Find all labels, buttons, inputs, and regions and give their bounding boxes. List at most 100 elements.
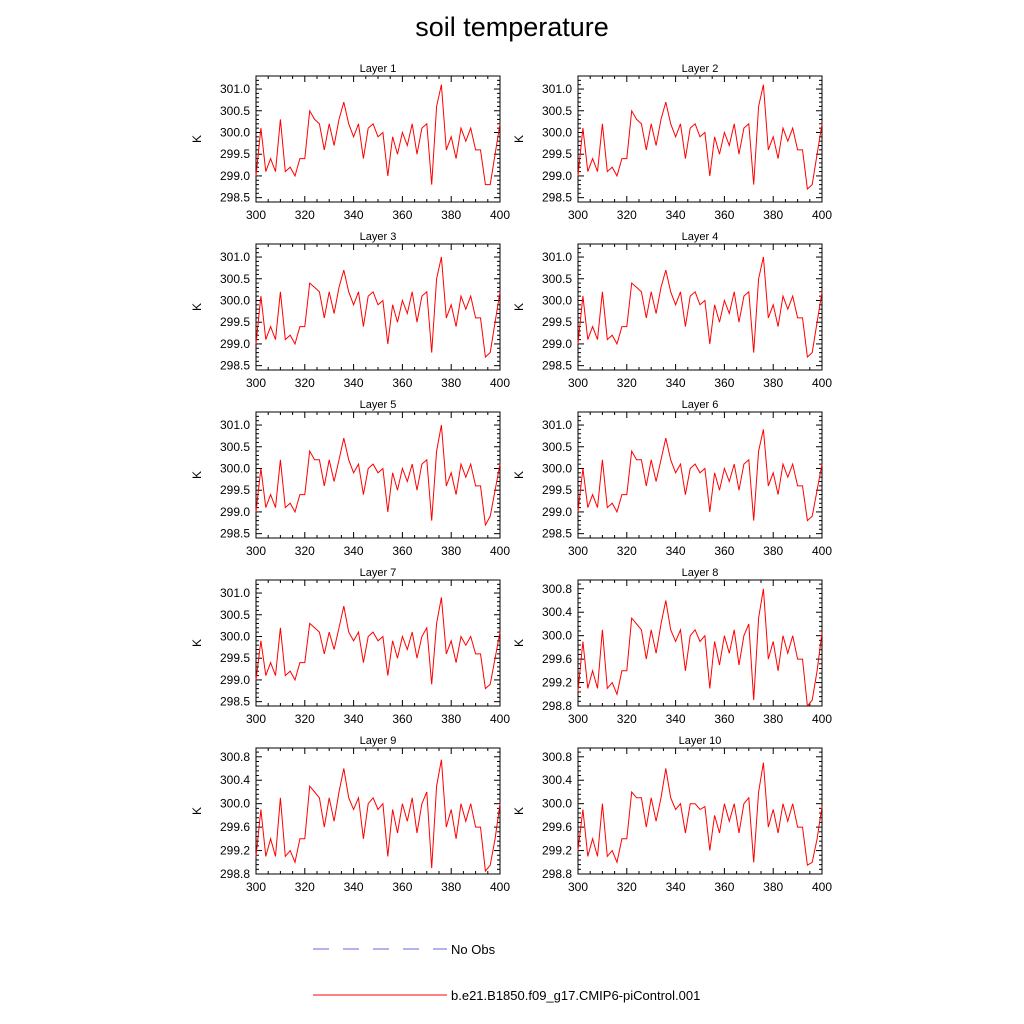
x-tick-label: 360 (392, 712, 412, 726)
y-tick-label: 298.8 (542, 699, 572, 713)
x-tick-label: 400 (490, 376, 510, 390)
x-tick-label: 380 (763, 712, 783, 726)
y-tick-label: 299.5 (220, 315, 250, 329)
x-tick-label: 320 (617, 880, 637, 894)
y-tick-label: 300.4 (220, 773, 250, 787)
plot-frame (255, 579, 501, 707)
panel-title: Layer 10 (679, 735, 722, 747)
y-tick-label: 300.8 (542, 582, 572, 596)
x-tick-label: 300 (568, 376, 588, 390)
x-tick-label: 400 (812, 208, 832, 222)
series-line (255, 759, 501, 873)
y-tick-label: 299.6 (542, 652, 572, 666)
panel-layer-5: Layer 5 K 300 320 340 360 380 400 298.5 299.0 299.… (190, 399, 510, 558)
x-tick-label: 320 (617, 544, 637, 558)
y-axis-label: K (190, 471, 204, 479)
y-tick-label: 300.5 (220, 440, 250, 454)
x-tick-label: 340 (666, 208, 686, 222)
panel-title: Layer 7 (360, 567, 397, 579)
panel-layer-3: Layer 3 K 300 320 340 360 380 400 298.5 299.0 299.… (190, 231, 510, 390)
y-tick-label: 298.5 (220, 527, 250, 541)
panel-title: Layer 1 (360, 63, 397, 75)
y-tick-label: 298.8 (542, 867, 572, 881)
panel-title: Layer 9 (360, 735, 397, 747)
x-tick-label: 400 (490, 544, 510, 558)
y-tick-label: 300.8 (542, 750, 572, 764)
series-line (255, 84, 501, 186)
x-tick-label: 300 (246, 208, 266, 222)
x-tick-label: 360 (714, 712, 734, 726)
series-line (255, 256, 501, 359)
y-tick-label: 298.8 (220, 867, 250, 881)
x-tick-label: 360 (714, 544, 734, 558)
x-tick-label: 300 (246, 544, 266, 558)
y-tick-label: 299.5 (542, 483, 572, 497)
series-line (255, 424, 501, 527)
y-tick-label: 299.5 (542, 315, 572, 329)
panel-layer-8: Layer 8 K 300 320 340 360 380 400 298.8 299.2 299.… (512, 567, 832, 726)
x-tick-label: 360 (392, 544, 412, 558)
plot-frame (255, 75, 501, 203)
y-tick-label: 301.0 (542, 82, 572, 96)
y-tick-label: 300.0 (542, 797, 572, 811)
y-tick-label: 300.0 (220, 629, 250, 643)
y-tick-label: 299.5 (220, 651, 250, 665)
x-tick-label: 360 (714, 376, 734, 390)
y-axis-label: K (190, 807, 204, 815)
series-line (577, 429, 823, 522)
x-tick-label: 380 (441, 712, 461, 726)
plot-frame (577, 75, 823, 203)
x-tick-label: 320 (617, 208, 637, 222)
plot-frame (577, 411, 823, 539)
y-tick-label: 299.0 (542, 505, 572, 519)
x-tick-label: 300 (568, 208, 588, 222)
series-line (577, 588, 823, 708)
y-axis-label: K (512, 639, 526, 647)
x-tick-label: 300 (246, 376, 266, 390)
panel-layer-4: Layer 4 K 300 320 340 360 380 400 298.5 299.0 299.… (512, 231, 832, 390)
y-tick-label: 300.5 (220, 272, 250, 286)
y-axis-label: K (512, 807, 526, 815)
x-tick-label: 400 (490, 712, 510, 726)
plot-frame (255, 411, 501, 539)
y-tick-label: 299.5 (220, 147, 250, 161)
y-tick-label: 300.0 (542, 293, 572, 307)
y-tick-label: 299.6 (220, 820, 250, 834)
chart-title: soil temperature (415, 12, 609, 42)
series-line (255, 597, 501, 690)
plot-frame (255, 243, 501, 371)
x-tick-label: 300 (246, 880, 266, 894)
y-tick-label: 300.5 (542, 104, 572, 118)
panel-title: Layer 5 (360, 399, 397, 411)
y-tick-label: 301.0 (542, 250, 572, 264)
x-tick-label: 320 (295, 208, 315, 222)
y-tick-label: 301.0 (220, 82, 250, 96)
y-tick-label: 299.2 (542, 676, 572, 690)
x-tick-label: 400 (812, 544, 832, 558)
x-tick-label: 380 (763, 376, 783, 390)
y-tick-label: 299.0 (220, 169, 250, 183)
panel-layer-9: Layer 9 K 300 320 340 360 380 400 298.8 299.2 299.… (190, 735, 510, 894)
series-line (577, 84, 823, 191)
y-tick-label: 299.2 (220, 844, 250, 858)
x-tick-label: 400 (812, 880, 832, 894)
x-tick-label: 320 (295, 880, 315, 894)
panel-layer-2: Layer 2 K 300 320 340 360 380 400 298.5 299.0 299.… (512, 63, 832, 222)
x-tick-label: 320 (295, 544, 315, 558)
x-tick-label: 360 (714, 208, 734, 222)
x-tick-label: 340 (666, 544, 686, 558)
x-tick-label: 380 (441, 376, 461, 390)
x-tick-label: 340 (344, 208, 364, 222)
y-axis-label: K (190, 135, 204, 143)
y-axis-label: K (190, 639, 204, 647)
x-tick-label: 340 (344, 712, 364, 726)
x-tick-label: 380 (441, 208, 461, 222)
y-tick-label: 299.0 (220, 673, 250, 687)
panel-title: Layer 3 (360, 231, 397, 243)
y-tick-label: 298.5 (542, 191, 572, 205)
x-tick-label: 340 (344, 544, 364, 558)
y-tick-label: 300.0 (220, 797, 250, 811)
x-tick-label: 380 (763, 208, 783, 222)
y-tick-label: 299.5 (542, 147, 572, 161)
